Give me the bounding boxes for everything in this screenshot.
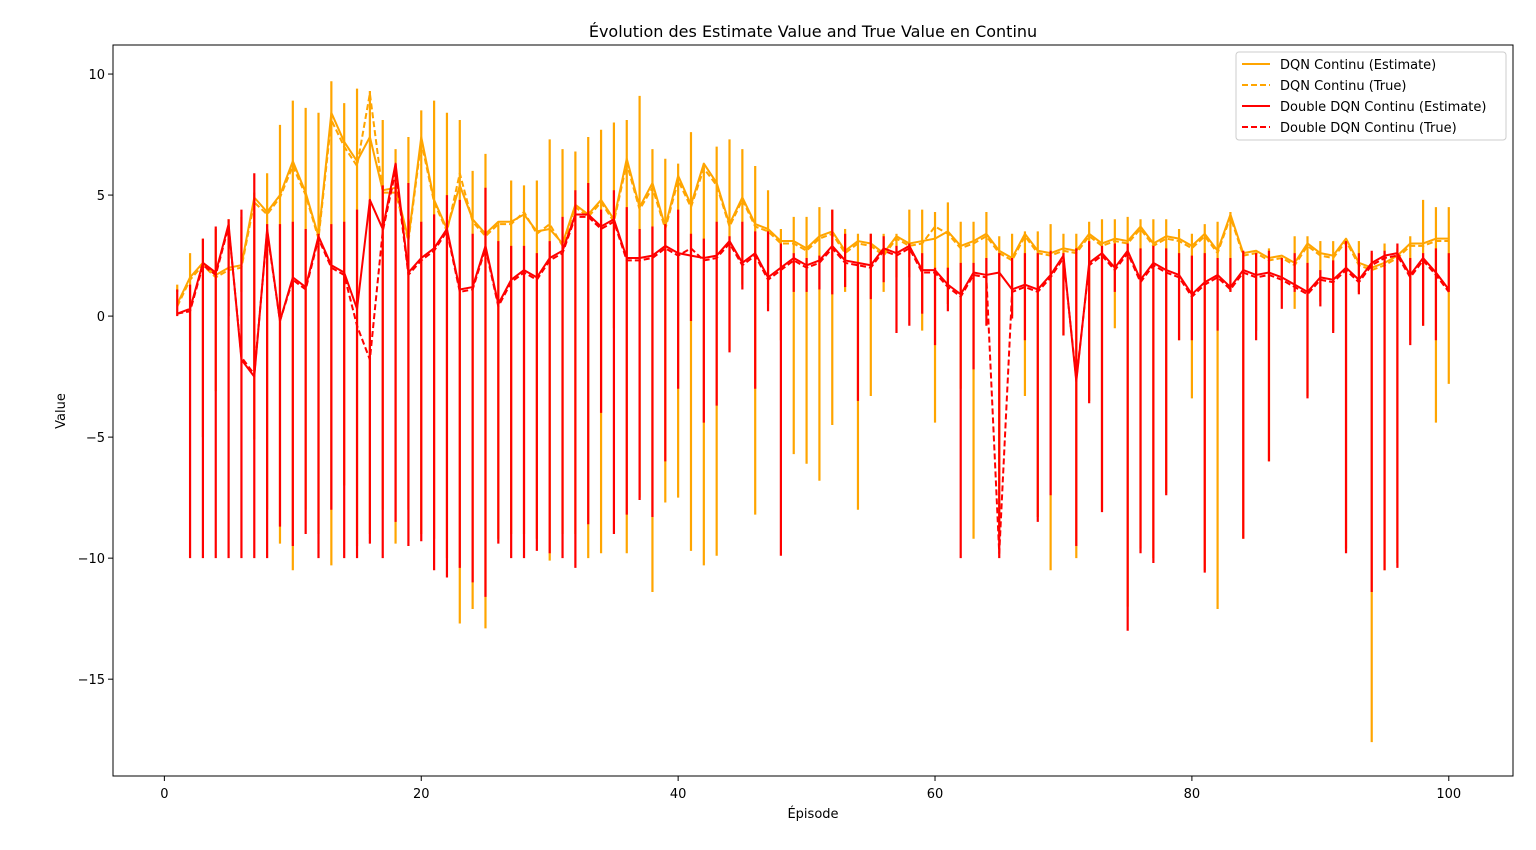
y-tick-label--5: −5 [86, 431, 105, 446]
x-axis-title: Épisode [787, 806, 838, 822]
y-tick-label--10: −10 [78, 552, 105, 567]
x-tick-label-80: 80 [1184, 787, 1201, 802]
x-tick-label-20: 20 [413, 787, 430, 802]
y-axis-title: Value [54, 393, 69, 429]
axes: 0 20 40 60 80 100 −15 −10 −5 0 5 10 [78, 68, 1462, 802]
plot-area [176, 81, 1450, 743]
legend-box [1235, 51, 1507, 141]
legend-label-double-dqn-continu-true: Double DQN Continu (True) [1280, 121, 1457, 136]
series-line-double-dqn-continu-estimate [176, 162, 1450, 383]
plot-frame [112, 44, 1514, 777]
series-line-double-dqn-continu-true [177, 169, 1450, 555]
legend-label-dqn-continu-true: DQN Continu (True) [1280, 79, 1406, 94]
x-tick-label-0: 0 [160, 787, 168, 802]
y-tick-label-10: 10 [88, 68, 105, 83]
legend: DQN Continu (Estimate) DQN Continu (True)… [1235, 51, 1507, 141]
y-tick-label-0: 0 [97, 310, 105, 325]
x-tick-label-40: 40 [670, 787, 687, 802]
legend-label-double-dqn-continu-estimate: Double DQN Continu (Estimate) [1280, 100, 1486, 115]
y-tick-label-5: 5 [97, 189, 105, 204]
x-tick-label-100: 100 [1436, 787, 1461, 802]
chart-title: Évolution des Estimate Value and True Va… [589, 22, 1037, 41]
x-tick-label-60: 60 [927, 787, 944, 802]
legend-label-dqn-continu-estimate: DQN Continu (Estimate) [1280, 58, 1436, 73]
y-tick-label--15: −15 [78, 673, 105, 688]
